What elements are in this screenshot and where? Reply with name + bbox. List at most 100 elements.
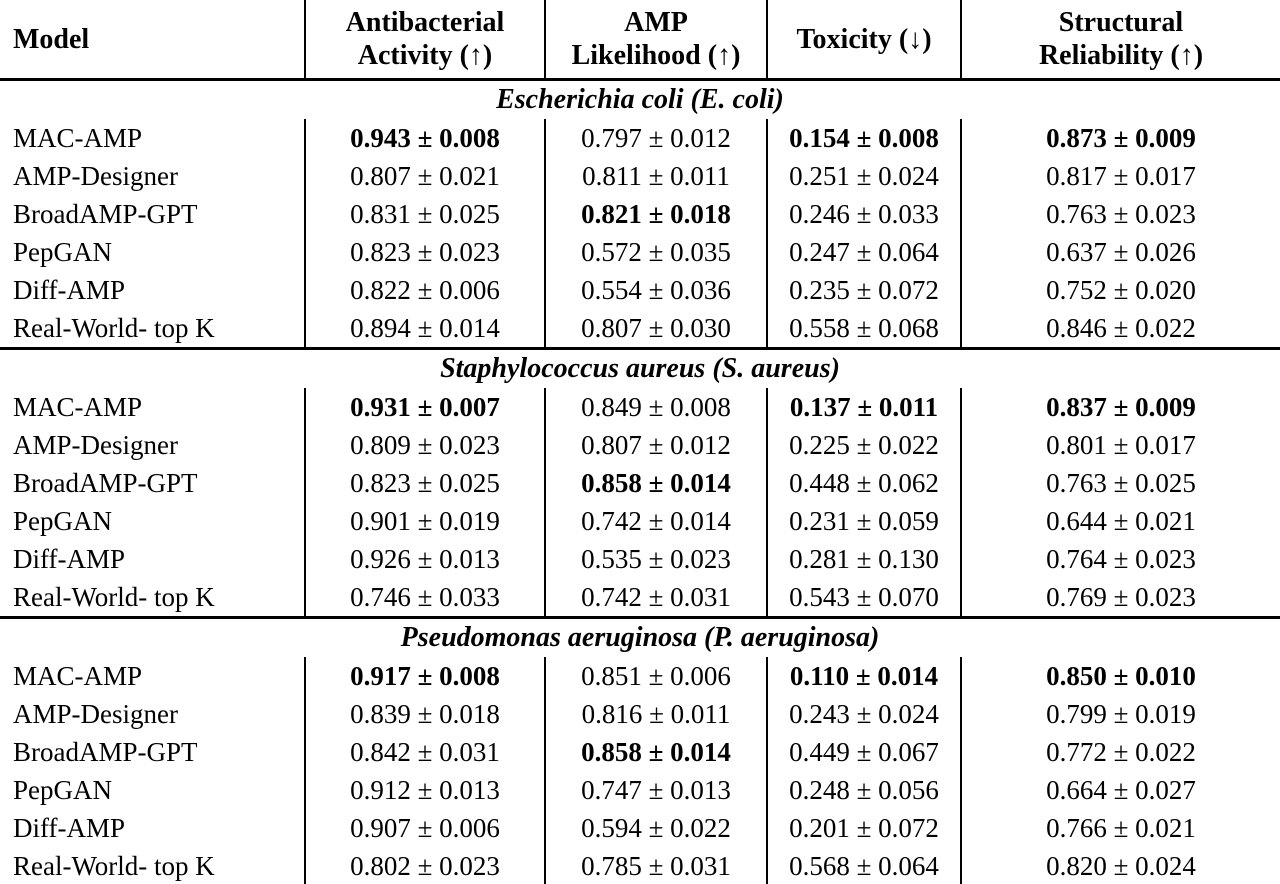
table-row: Real-World- top K 0.802 ± 0.023 0.785 ± 0.… [0,847,1280,884]
value-cell: 0.822 ± 0.006 [304,271,544,309]
value-cell: 0.873 ± 0.009 [960,119,1280,157]
model-name-cell: Diff-AMP [13,543,126,574]
table-row: PepGAN 0.823 ± 0.023 0.572 ± 0.035 0.247 ± … [0,233,1280,271]
model-name-cell: AMP-Designer [13,429,178,460]
value-cell: 0.449 ± 0.067 [766,733,960,771]
value-cell: 0.235 ± 0.072 [766,271,960,309]
table-row: Diff-AMP 0.822 ± 0.006 0.554 ± 0.036 0.235 … [0,271,1280,309]
value-cell: 0.823 ± 0.023 [304,233,544,271]
table-row: MAC-AMP 0.917 ± 0.008 0.851 ± 0.006 0.110 ±… [0,657,1280,695]
value-cell: 0.801 ± 0.017 [960,426,1280,464]
section-divider-rule [0,616,1280,619]
value-cell: 0.742 ± 0.031 [544,578,766,616]
value-cell: 0.742 ± 0.014 [544,502,766,540]
value-cell: 0.231 ± 0.059 [766,502,960,540]
value-cell: 0.137 ± 0.011 [766,388,960,426]
value-cell: 0.907 ± 0.006 [304,809,544,847]
column-header-structural-reliability: Structural Reliability (↑) [960,0,1280,78]
value-cell: 0.816 ± 0.011 [544,695,766,733]
column-header-antibacterial-activity: Antibacterial Activity (↑) [304,0,544,78]
value-cell: 0.809 ± 0.023 [304,426,544,464]
value-cell: 0.247 ± 0.064 [766,233,960,271]
table-row: AMP-Designer 0.807 ± 0.021 0.811 ± 0.011 0.… [0,157,1280,195]
column-header-model: Model [13,23,90,55]
value-cell: 0.637 ± 0.026 [960,233,1280,271]
value-cell: 0.764 ± 0.023 [960,540,1280,578]
value-cell: 0.799 ± 0.019 [960,695,1280,733]
value-cell: 0.752 ± 0.020 [960,271,1280,309]
value-cell: 0.201 ± 0.072 [766,809,960,847]
section-divider-rule [0,347,1280,350]
model-name-cell: BroadAMP-GPT [13,467,198,498]
model-name-cell: Diff-AMP [13,812,126,843]
table-row: Diff-AMP 0.907 ± 0.006 0.594 ± 0.022 0.201 … [0,809,1280,847]
value-cell: 0.763 ± 0.025 [960,464,1280,502]
column-header-amp-likelihood: AMP Likelihood (↑) [544,0,766,78]
value-cell: 0.251 ± 0.024 [766,157,960,195]
value-cell: 0.747 ± 0.013 [544,771,766,809]
header-divider-rule [0,78,1280,81]
value-cell: 0.568 ± 0.064 [766,847,960,884]
table-row: MAC-AMP 0.931 ± 0.007 0.849 ± 0.008 0.137 ±… [0,388,1280,426]
table-row: BroadAMP-GPT 0.831 ± 0.025 0.821 ± 0.018 0.… [0,195,1280,233]
model-name-cell: Real-World- top K [13,581,215,612]
value-cell: 0.894 ± 0.014 [304,309,544,347]
value-cell: 0.858 ± 0.014 [544,733,766,771]
value-cell: 0.823 ± 0.025 [304,464,544,502]
table-row: Real-World- top K 0.894 ± 0.014 0.807 ± 0.… [0,309,1280,347]
table-row: BroadAMP-GPT 0.823 ± 0.025 0.858 ± 0.014 0.… [0,464,1280,502]
value-cell: 0.807 ± 0.021 [304,157,544,195]
model-name-cell: MAC-AMP [13,660,143,691]
value-cell: 0.664 ± 0.027 [960,771,1280,809]
table-row: BroadAMP-GPT 0.842 ± 0.031 0.858 ± 0.014 0.… [0,733,1280,771]
value-cell: 0.154 ± 0.008 [766,119,960,157]
value-cell: 0.858 ± 0.014 [544,464,766,502]
model-name-cell: AMP-Designer [13,698,178,729]
value-cell: 0.917 ± 0.008 [304,657,544,695]
section-title: Escherichia coli (E. coli) [496,84,784,115]
table-row: PepGAN 0.901 ± 0.019 0.742 ± 0.014 0.231 ± … [0,502,1280,540]
value-cell: 0.554 ± 0.036 [544,271,766,309]
value-cell: 0.842 ± 0.031 [304,733,544,771]
value-cell: 0.594 ± 0.022 [544,809,766,847]
value-cell: 0.797 ± 0.012 [544,119,766,157]
value-cell: 0.851 ± 0.006 [544,657,766,695]
value-cell: 0.846 ± 0.022 [960,309,1280,347]
value-cell: 0.448 ± 0.062 [766,464,960,502]
model-name-cell: MAC-AMP [13,391,143,422]
value-cell: 0.943 ± 0.008 [304,119,544,157]
value-cell: 0.772 ± 0.022 [960,733,1280,771]
value-cell: 0.926 ± 0.013 [304,540,544,578]
table-row: MAC-AMP 0.943 ± 0.008 0.797 ± 0.012 0.154 ±… [0,119,1280,157]
value-cell: 0.931 ± 0.007 [304,388,544,426]
model-name-cell: Real-World- top K [13,850,215,881]
model-name-cell: PepGAN [13,774,112,805]
value-cell: 0.807 ± 0.030 [544,309,766,347]
value-cell: 0.785 ± 0.031 [544,847,766,884]
value-cell: 0.248 ± 0.056 [766,771,960,809]
value-cell: 0.817 ± 0.017 [960,157,1280,195]
model-name-cell: BroadAMP-GPT [13,736,198,767]
value-cell: 0.821 ± 0.018 [544,195,766,233]
table-sections: Escherichia coli (E. coli) MAC-AMP 0.943 ±… [0,81,1280,884]
value-cell: 0.763 ± 0.023 [960,195,1280,233]
value-cell: 0.912 ± 0.013 [304,771,544,809]
value-cell: 0.572 ± 0.035 [544,233,766,271]
value-cell: 0.807 ± 0.012 [544,426,766,464]
value-cell: 0.535 ± 0.023 [544,540,766,578]
value-cell: 0.543 ± 0.070 [766,578,960,616]
model-name-cell: MAC-AMP [13,122,143,153]
column-header-toxicity: Toxicity (↓) [766,0,960,78]
model-name-cell: BroadAMP-GPT [13,198,198,229]
model-name-cell: AMP-Designer [13,160,178,191]
value-cell: 0.831 ± 0.025 [304,195,544,233]
value-cell: 0.820 ± 0.024 [960,847,1280,884]
value-cell: 0.281 ± 0.130 [766,540,960,578]
value-cell: 0.225 ± 0.022 [766,426,960,464]
value-cell: 0.839 ± 0.018 [304,695,544,733]
model-name-cell: PepGAN [13,505,112,536]
value-cell: 0.769 ± 0.023 [960,578,1280,616]
value-cell: 0.849 ± 0.008 [544,388,766,426]
section-title: Pseudomonas aeruginosa (P. aeruginosa) [400,622,880,653]
